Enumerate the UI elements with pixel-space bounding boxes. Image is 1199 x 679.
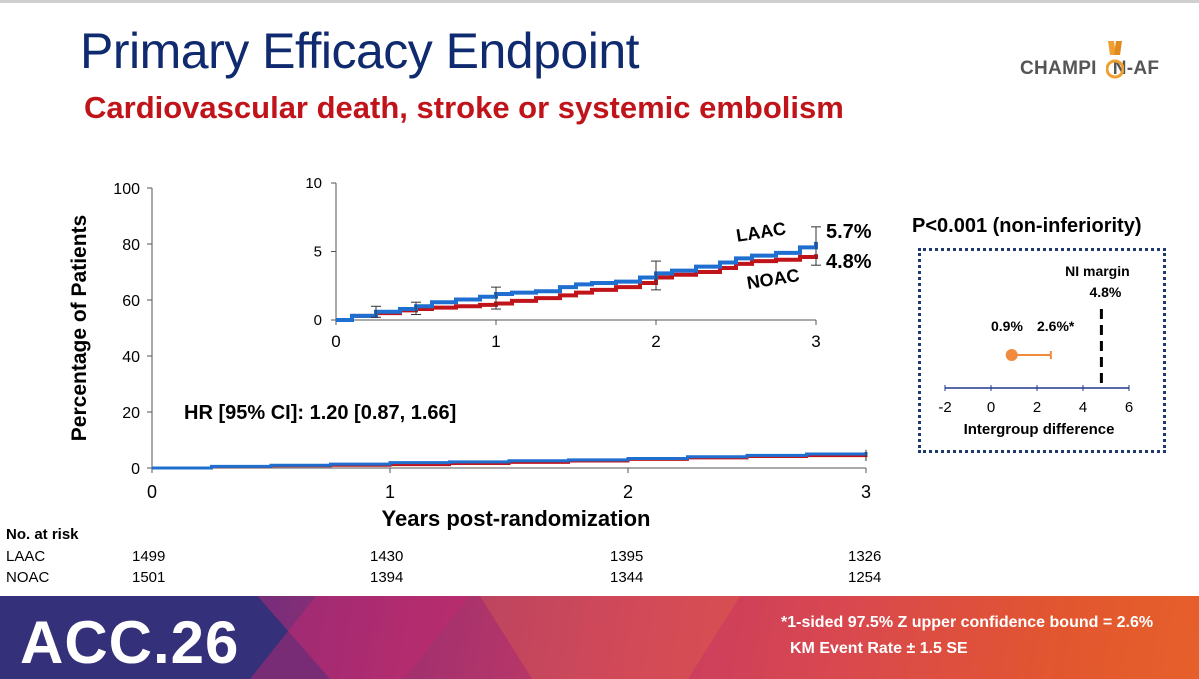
noac-end-value: 4.8% (826, 251, 872, 273)
inset-axes: 0 5 10 0 1 2 3 (305, 175, 820, 351)
ni-upper-bound-label: 2.6%* (1037, 318, 1075, 334)
ni-x-tick-label: -2 (938, 399, 951, 416)
main-lines (152, 449, 868, 470)
main-x-tick-label: 1 (385, 482, 395, 502)
main-x-tick-label: 0 (147, 482, 157, 502)
logo-text-right: N-AF (1112, 58, 1160, 79)
champion-af-logo: CHAMPI N-AF (1020, 38, 1180, 88)
main-y-tick-label: 20 (122, 405, 140, 422)
logo-text-left: CHAMPI (1020, 58, 1097, 79)
inset-x-tick-label: 2 (651, 332, 660, 351)
inset-x-tick-label: 1 (491, 332, 500, 351)
risk-cell: 1430 (370, 548, 404, 565)
risk-cell: 1499 (132, 548, 166, 565)
risk-cell: 1394 (370, 569, 404, 586)
page-title: Primary Efficacy Endpoint (80, 23, 640, 79)
main-series-laac (152, 452, 868, 470)
acc-logo: ACC.26 (20, 609, 240, 676)
logo-text: CHAMPI N-AF (1020, 58, 1159, 80)
ni-x-axis-label: Intergroup difference (964, 421, 1115, 438)
banner-shape (250, 596, 470, 679)
inset-x-tick-label: 0 (331, 332, 340, 351)
risk-row-laac: LAAC 1499 1430 1395 1326 (0, 548, 1199, 568)
inset-lines (336, 241, 818, 322)
ni-forest-box: -2 0 2 4 6 Intergroup difference NI margin 4.8%… (918, 248, 1166, 453)
risk-cell: 1326 (848, 548, 882, 565)
risk-row-noac: NOAC 1501 1394 1344 1254 (0, 569, 1199, 589)
footer-banner: ACC.26 *1-sided 97.5% Z upper confidence… (0, 596, 1199, 679)
ni-margin-value: 4.8% (1089, 284, 1121, 300)
inset-series-laac (336, 241, 818, 322)
footnote-confidence-bound: *1-sided 97.5% Z upper confidence bound … (781, 614, 1154, 631)
main-y-tick-label: 40 (122, 349, 140, 366)
ni-x-tick-label: 0 (987, 399, 995, 416)
risk-cell: 1344 (610, 569, 644, 586)
inset-y-tick-label: 5 (314, 244, 322, 261)
main-y-tick-label: 80 (122, 237, 140, 254)
ni-margin-label: NI margin (1065, 263, 1130, 279)
page-subtitle: Cardiovascular death, stroke or systemic… (84, 90, 844, 125)
ni-forest-plot: -2 0 2 4 6 Intergroup difference NI margin 4.8%… (938, 263, 1133, 438)
main-x-axis-label: Years post-randomization (382, 506, 651, 530)
footnote-event-rate: KM Event Rate ± 1.5 SE (790, 640, 968, 657)
main-y-tick-label: 60 (122, 293, 140, 310)
ni-x-tick-label: 6 (1125, 399, 1133, 416)
ni-x-tick-label: 2 (1033, 399, 1041, 416)
risk-cell: 1395 (610, 548, 644, 565)
main-y-axis-label: Percentage of Patients (68, 215, 91, 441)
inset-error-bars (371, 226, 821, 318)
banner-shape (480, 596, 740, 679)
risk-row-label: NOAC (6, 569, 50, 586)
main-x-tick-label: 3 (861, 482, 871, 502)
ni-estimate-label: 0.9% (991, 318, 1023, 334)
medal-icon (1106, 41, 1124, 79)
inset-y-tick-label: 0 (314, 312, 322, 329)
risk-cell: 1254 (848, 569, 882, 586)
p-value-text: P<0.001 (non-inferiority) (912, 215, 1142, 237)
hazard-ratio-text: HR [95% CI]: 1.20 [0.87, 1.66] (184, 402, 457, 424)
laac-series-label: LAAC (735, 218, 788, 246)
inset-x-tick-label: 3 (811, 332, 820, 351)
laac-end-value: 5.7% (826, 221, 872, 243)
main-y-tick-label: 0 (131, 461, 140, 478)
top-rule (0, 0, 1199, 3)
main-y-tick-label: 100 (113, 181, 140, 198)
noac-series-label: NOAC (745, 265, 800, 293)
risk-cell: 1501 (132, 569, 166, 586)
inset-y-tick-label: 10 (305, 175, 322, 192)
main-x-tick-label: 2 (623, 482, 633, 502)
risk-row-label: LAAC (6, 548, 46, 565)
ni-point-estimate (1005, 349, 1018, 361)
ni-x-tick-label: 4 (1079, 399, 1087, 416)
risk-table-heading: No. at risk (6, 526, 79, 543)
